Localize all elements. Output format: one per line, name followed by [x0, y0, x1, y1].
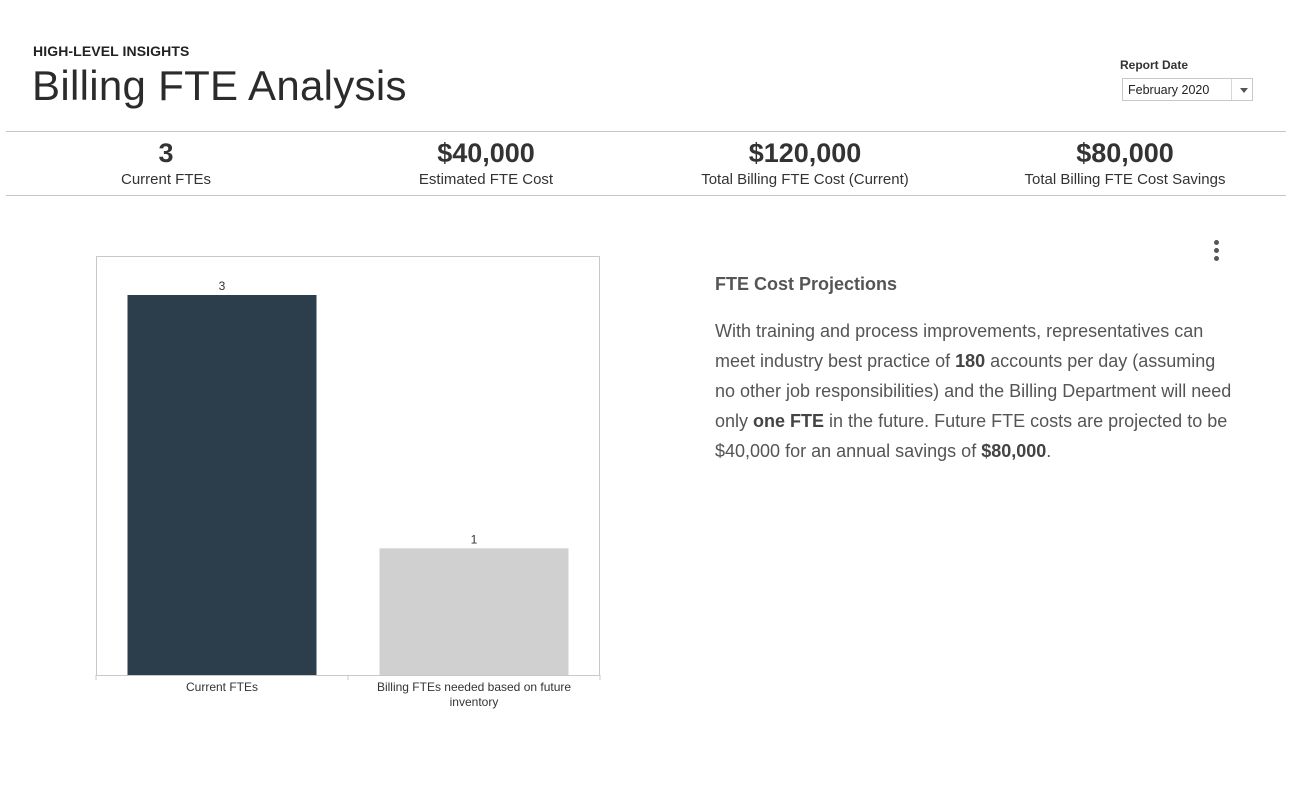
- kpi-value: $40,000: [437, 138, 535, 168]
- insight-text: in the future. Future FTE costs are proj…: [715, 411, 1228, 461]
- bar-data-label: 1: [471, 532, 478, 546]
- insight-body: With training and process improvements, …: [715, 316, 1235, 466]
- more-options-icon[interactable]: [1209, 240, 1223, 264]
- insight-text: accounts per day (assuming no other job …: [715, 351, 1232, 431]
- kpi-label: Total Billing FTE Cost (Current): [701, 171, 909, 188]
- insight-highlight-accounts: 180: [955, 351, 986, 371]
- report-date-label: Report Date: [1120, 58, 1189, 72]
- bar-current-ftes[interactable]: [127, 295, 317, 675]
- kpi-value: $120,000: [748, 138, 862, 168]
- report-date-dropdown[interactable]: February 2020: [1122, 78, 1253, 101]
- kpi-label: Total Billing FTE Cost Savings: [1024, 171, 1226, 188]
- kpi-current-ftes: 3 Current FTEs: [6, 137, 326, 189]
- insight-highlight-savings: $80,000: [981, 441, 1047, 461]
- dropdown-separator: [1231, 79, 1232, 100]
- kpi-value: $80,000: [1076, 138, 1174, 168]
- x-axis-category-label: Current FTEs: [186, 680, 258, 694]
- page-title: Billing FTE Analysis: [32, 62, 407, 109]
- x-axis-category-label-line: Billing FTEs needed based on future: [377, 680, 571, 694]
- kpi-estimated-fte-cost: $40,000 Estimated FTE Cost: [326, 137, 646, 189]
- kpi-value: 3: [158, 138, 174, 168]
- chevron-down-icon[interactable]: [1240, 88, 1248, 93]
- x-axis-category-label-line: inventory: [450, 695, 499, 709]
- kpi-total-cost-savings: $80,000 Total Billing FTE Cost Savings: [965, 137, 1285, 189]
- kpi-label: Estimated FTE Cost: [418, 171, 554, 188]
- report-date-value: February 2020: [1128, 83, 1210, 97]
- insight-title: FTE Cost Projections: [715, 274, 898, 294]
- insight-text: .: [1046, 441, 1052, 461]
- x-axis-category-label-line: Current FTEs: [186, 680, 258, 694]
- eyebrow-label: HIGH-LEVEL INSIGHTS: [33, 43, 190, 59]
- x-axis-category-label: Billing FTEs needed based on future inven…: [377, 680, 571, 709]
- kpi-total-cost-current: $120,000 Total Billing FTE Cost (Current…: [645, 137, 965, 189]
- insight-highlight-fte: one FTE: [753, 411, 825, 431]
- kpi-label: Current FTEs: [120, 171, 211, 188]
- insight-text: With training and process improvements, …: [715, 321, 1204, 371]
- bar-future-ftes[interactable]: [379, 548, 569, 675]
- kpi-divider-bottom: [6, 195, 1286, 196]
- bar-data-label: 3: [219, 279, 226, 293]
- kpi-divider-top: [6, 131, 1286, 132]
